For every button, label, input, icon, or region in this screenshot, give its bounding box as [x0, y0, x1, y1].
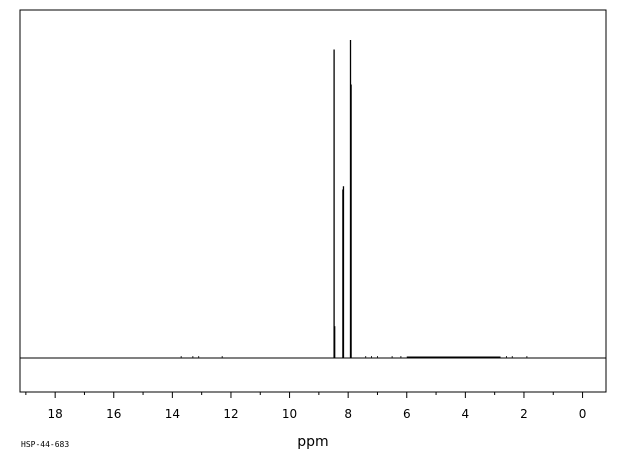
x-tick-label-10: 10 — [282, 407, 297, 421]
x-axis-label: ppm — [297, 434, 328, 450]
x-axis-ticks-group — [25, 392, 584, 398]
x-tick-label-8: 8 — [344, 407, 352, 421]
x-tick-label-0: 0 — [579, 407, 587, 421]
spectrum-peaks-group — [180, 40, 528, 358]
spectrum-baseline-group — [20, 356, 606, 359]
x-tick-label-2: 2 — [520, 407, 528, 421]
baseline-hump — [406, 356, 501, 358]
plot-frame — [19, 9, 607, 393]
x-tick-label-14: 14 — [165, 407, 180, 421]
x-tick-label-6: 6 — [403, 407, 411, 421]
x-axis-tick-labels-group: 18 16 14 12 10 8 6 4 2 0 — [48, 407, 587, 421]
sample-code-label: HSP-44-683 — [21, 440, 69, 449]
x-tick-label-18: 18 — [48, 407, 63, 421]
x-tick-label-12: 12 — [223, 407, 238, 421]
x-tick-label-4: 4 — [462, 407, 470, 421]
x-tick-label-16: 16 — [106, 407, 121, 421]
